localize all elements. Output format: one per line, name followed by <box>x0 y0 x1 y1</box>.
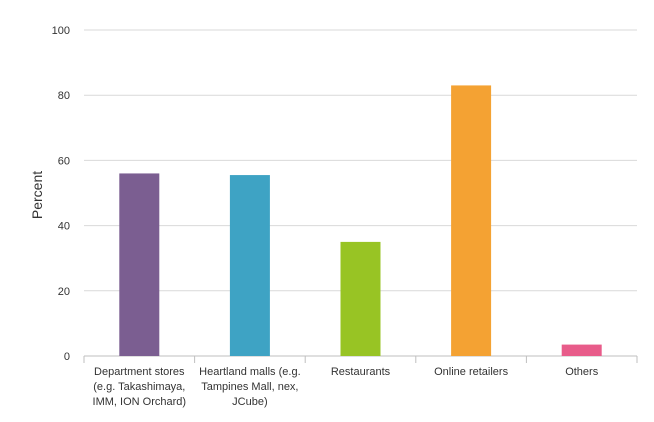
x-tick-label: Department stores <box>94 366 185 378</box>
x-tick-label: Others <box>565 366 599 378</box>
y-tick-label: 20 <box>58 286 70 298</box>
y-axis-title: Percent <box>29 171 45 219</box>
bar <box>561 344 602 356</box>
x-tick-label: JCube) <box>232 396 267 408</box>
y-tick-label: 80 <box>58 90 70 102</box>
x-tick-label: Restaurants <box>331 366 391 378</box>
x-tick-label: Online retailers <box>434 366 508 378</box>
gridlines <box>84 29 637 357</box>
y-tick-label: 0 <box>64 351 70 363</box>
x-tick-label: Heartland malls (e.g. <box>199 366 301 378</box>
y-axis-ticks: 0 20 40 60 80 100 <box>52 25 70 363</box>
bar <box>340 241 381 356</box>
x-tick-label: IMM, ION Orchard) <box>93 396 187 408</box>
y-tick-label: 40 <box>58 221 70 233</box>
x-tick-label: Tampines Mall, nex, <box>201 381 298 393</box>
bar <box>229 175 270 356</box>
x-tick-label: (e.g. Takashimaya, <box>93 381 185 393</box>
bars <box>119 85 602 357</box>
bar <box>451 85 492 357</box>
bar <box>119 173 160 356</box>
x-axis-ticks: Department stores (e.g. Takashimaya, IMM, … <box>83 356 638 408</box>
y-tick-label: 60 <box>58 155 70 167</box>
y-tick-label: 100 <box>52 25 70 37</box>
